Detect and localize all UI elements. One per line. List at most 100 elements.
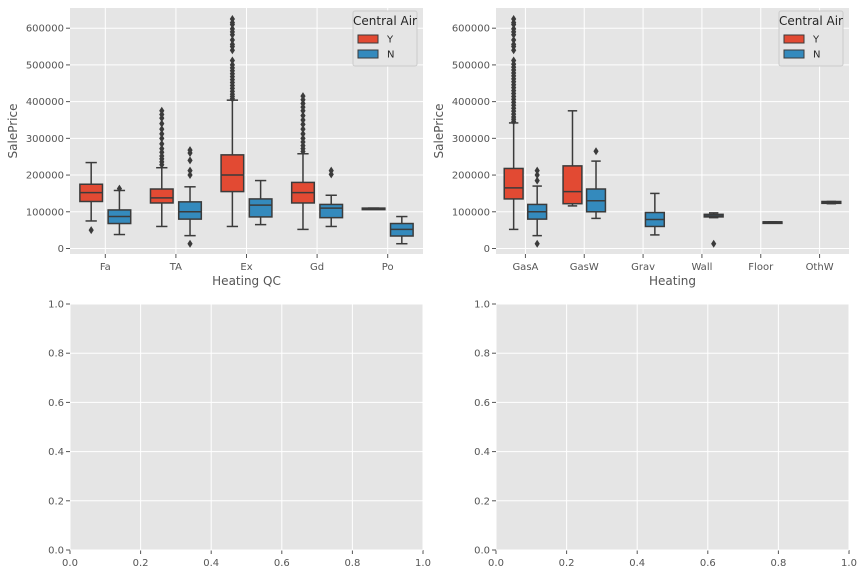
box-N-GasA xyxy=(527,166,548,248)
box-N-OthW xyxy=(821,200,842,205)
y-tick-label: 300000 xyxy=(26,134,64,145)
outlier-point xyxy=(229,24,235,33)
outlier-point xyxy=(187,239,193,248)
legend-label-N: N xyxy=(813,50,820,61)
box-iqr xyxy=(319,203,344,219)
box-Y-TA xyxy=(149,106,174,228)
outlier-point xyxy=(159,106,165,115)
y-axis-label: SalePrice xyxy=(6,104,20,159)
outlier-point xyxy=(711,239,717,248)
y-tick-label: 600000 xyxy=(452,24,490,35)
plot-area xyxy=(496,304,849,550)
outlier-point xyxy=(534,171,540,180)
x-tick-label: 1.0 xyxy=(415,558,431,569)
outlier-point xyxy=(88,226,94,235)
legend-label-Y: Y xyxy=(812,35,820,46)
legend: Central Air YN xyxy=(778,10,844,67)
box-iqr xyxy=(149,188,174,204)
y-tick-label: 400000 xyxy=(452,97,490,108)
outlier-point xyxy=(300,120,306,129)
outlier-point xyxy=(229,15,235,24)
x-tick-label: Po xyxy=(382,262,394,273)
outlier-point xyxy=(534,239,540,248)
y-tick-label: 400000 xyxy=(26,97,64,108)
x-tick-label: 0.2 xyxy=(133,558,149,569)
outlier-point xyxy=(187,156,193,165)
outlier-point xyxy=(159,125,165,134)
outlier-point xyxy=(229,60,235,69)
box-iqr xyxy=(248,198,273,218)
legend-swatch-N xyxy=(783,49,805,59)
box-Y-Fa xyxy=(79,161,104,235)
y-tick-label: 1.0 xyxy=(48,300,64,311)
box-iqr xyxy=(177,201,203,220)
legend-title: Central Air xyxy=(779,14,843,28)
box-N-TA xyxy=(177,146,203,248)
box-Y-Gd xyxy=(290,92,316,231)
box-N-GasW xyxy=(585,147,607,220)
legend-swatch-Y xyxy=(783,34,805,44)
outlier-point xyxy=(187,171,193,180)
x-tick-label: 0.4 xyxy=(629,558,645,569)
box-iqr xyxy=(562,165,583,205)
x-tick-label: 0.2 xyxy=(559,558,575,569)
plot-area xyxy=(70,304,423,550)
x-tick-label: TA xyxy=(169,262,182,273)
legend: Central Air YN xyxy=(352,10,418,67)
box-N-Po xyxy=(389,215,414,245)
y-axis-label: SalePrice xyxy=(432,104,446,159)
legend-label-N: N xyxy=(387,50,394,61)
outlier-point xyxy=(159,144,165,153)
x-tick-label: Ex xyxy=(240,262,252,273)
box-panel-2: 0 100000 200000 300000 400000 500000 600000 Gas… xyxy=(432,8,849,288)
box-iqr xyxy=(503,167,524,200)
outlier-point xyxy=(300,134,306,143)
empty-panel-2: 0.0 0.2 0.4 0.6 0.8 1.0 0.0 0.2 0.4 0.6 0.8 1.0 xyxy=(474,300,857,570)
x-tick-label: Floor xyxy=(748,262,774,273)
x-tick-label: Fa xyxy=(100,262,111,273)
x-axis-label: Heating xyxy=(649,274,696,288)
x-tick-label: 0.8 xyxy=(344,558,360,569)
box-N-Grav xyxy=(644,192,666,236)
outlier-point xyxy=(229,56,235,65)
empty-panel-1: 0.0 0.2 0.4 0.6 0.8 1.0 0.0 0.2 0.4 0.6 0.8 1.0 xyxy=(48,300,431,570)
outlier-point xyxy=(534,166,540,175)
outlier-point xyxy=(159,139,165,148)
x-tick-label: 0.6 xyxy=(700,558,716,569)
y-tick-label: 0.6 xyxy=(48,398,64,409)
outlier-point xyxy=(300,115,306,124)
outlier-point xyxy=(300,92,306,101)
outlier-point xyxy=(229,35,235,44)
y-tick-label: 1.0 xyxy=(474,300,490,311)
outlier-point xyxy=(511,35,517,44)
box-Y-Po xyxy=(361,207,386,211)
y-tick-label: 500000 xyxy=(452,60,490,71)
y-tick-label: 0.0 xyxy=(48,546,64,557)
outlier-point xyxy=(159,129,165,138)
y-tick-label: 0.2 xyxy=(48,496,64,507)
outlier-point xyxy=(511,15,517,24)
outlier-point xyxy=(534,176,540,185)
x-tick-label: 0.0 xyxy=(62,558,78,569)
legend-label-Y: Y xyxy=(386,35,394,46)
y-tick-label: 600000 xyxy=(26,24,64,35)
box-N-Wall xyxy=(703,212,724,248)
box-N-Floor xyxy=(762,221,783,225)
outlier-point xyxy=(300,125,306,134)
y-tick-label: 200000 xyxy=(452,171,490,182)
box-iqr xyxy=(220,154,245,193)
y-tick-label: 300000 xyxy=(452,134,490,145)
outlier-point xyxy=(511,56,517,65)
legend-title: Central Air xyxy=(353,14,417,28)
outlier-point xyxy=(593,147,599,156)
outlier-point xyxy=(229,40,235,49)
y-tick-label: 0 xyxy=(484,244,490,255)
outlier-point xyxy=(300,129,306,138)
x-tick-label: 0.0 xyxy=(488,558,504,569)
outlier-point xyxy=(116,184,123,193)
outlier-point xyxy=(300,111,306,120)
y-tick-label: 0.8 xyxy=(474,349,490,360)
y-tick-label: 200000 xyxy=(26,171,64,182)
x-tick-label: GasA xyxy=(512,262,538,273)
